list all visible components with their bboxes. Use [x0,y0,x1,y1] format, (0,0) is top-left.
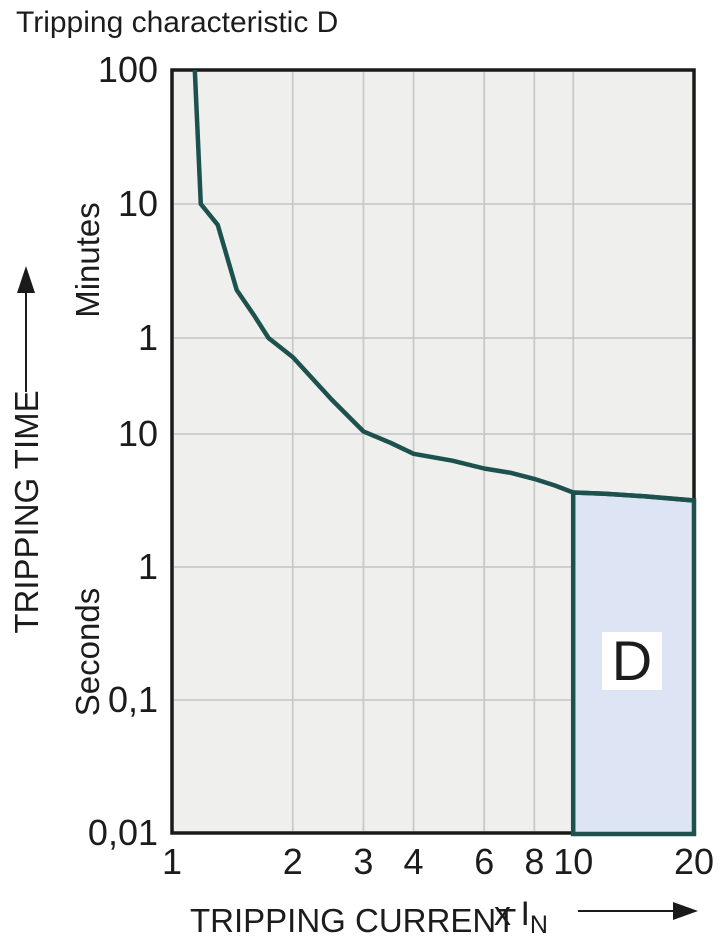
x-tick-label: 20 [673,841,715,882]
figure-title: Tripping characteristic D [16,6,339,39]
x-tick-label: 1 [161,841,183,882]
x-tick-label: 3 [353,841,374,882]
x-axis-unit-prefix: x I [494,895,530,933]
y-tick-label: 10 [117,413,158,454]
x-axis-unit-subscript: N [529,910,548,939]
plot-frame [170,68,696,835]
x-tick-label: 6 [474,841,495,882]
y-tick-label: 100 [97,49,158,90]
x-tick-label: 10 [553,841,594,882]
y-tick-label: 1 [137,546,158,587]
y-tick-label: 10 [117,183,158,224]
y-tick-label: 0,1 [107,679,158,720]
x-tick-label: 2 [282,841,303,882]
region-d-label: D [602,632,662,690]
y-tick-label: 0,01 [87,812,158,853]
x-axis-unit: x IN [494,895,548,937]
y-axis-arrow-head [17,266,35,293]
x-axis-arrow-head [673,902,698,920]
x-tick-label: 8 [524,841,545,882]
x-tick-label: 4 [403,841,424,882]
tripping-curve [192,69,695,503]
y-tick-label: 1 [137,317,158,358]
x-axis-title: TRIPPING CURRENT [190,902,517,939]
